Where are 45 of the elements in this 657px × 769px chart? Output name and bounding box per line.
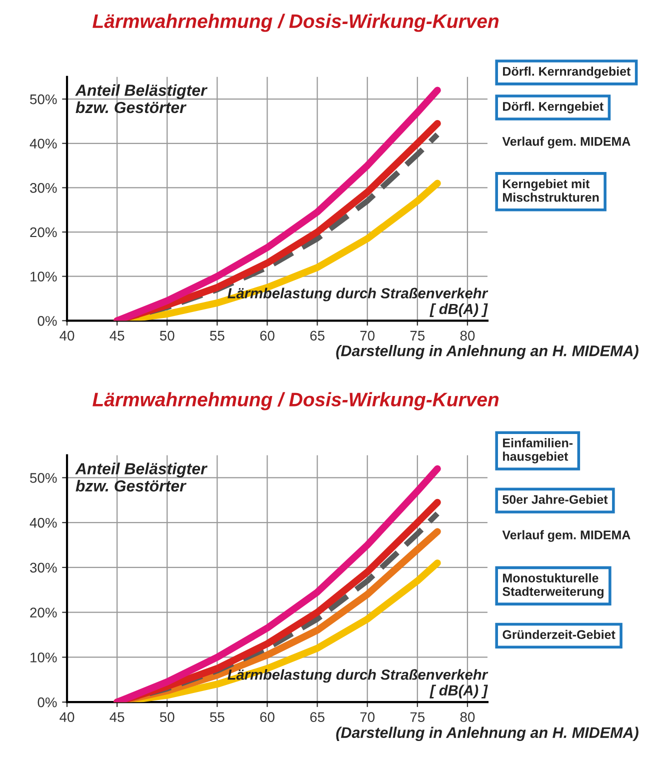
text: (Darstellung in Anlehnung an H. MIDEMA) bbox=[336, 726, 638, 742]
x-tick-label: 50 bbox=[160, 712, 174, 722]
text: Dörfl. Kerngebiet bbox=[503, 102, 604, 114]
chart-title: Lärmwahrnehmung / Dosis-Wirkung-Kurven bbox=[92, 392, 499, 410]
x-tick-label: 80 bbox=[460, 330, 475, 341]
x-tick-label: 55 bbox=[210, 712, 224, 722]
text: (Darstellung in Anlehnung an H. MIDEMA) bbox=[336, 345, 638, 360]
y-tick-label: 40% bbox=[30, 518, 57, 528]
x-tick-label: 60 bbox=[260, 330, 274, 341]
x-tick-label: 65 bbox=[310, 330, 324, 341]
y-tick-label: 30% bbox=[30, 183, 57, 193]
y-tick-label: 50% bbox=[30, 94, 57, 104]
y-tick-label: 0% bbox=[38, 316, 57, 326]
y-tick-label: 30% bbox=[30, 562, 57, 573]
y-tick-label: 20% bbox=[30, 227, 57, 238]
text: 50er Jahre-Gebiet bbox=[502, 494, 608, 504]
x-tick-label: 40 bbox=[60, 330, 74, 341]
y-tick-label: 20% bbox=[30, 608, 57, 618]
y-axis-title: Anteil Belästigter bzw. Gestörter bbox=[75, 84, 208, 114]
text: Einfamilien- hausgebiet bbox=[503, 438, 573, 464]
x-tick-label: 45 bbox=[110, 330, 124, 341]
text: Dörfl. Kernrandgebiet bbox=[503, 66, 631, 78]
x-tick-label: 40 bbox=[60, 712, 74, 722]
x-tick-label: 80 bbox=[460, 712, 475, 722]
x-tick-label: 70 bbox=[360, 712, 375, 722]
y-tick-label: 0% bbox=[38, 697, 57, 708]
chart-title: Lärmwahrnehmung / Dosis-Wirkung-Kurven bbox=[92, 14, 499, 32]
x-tick-label: 75 bbox=[410, 712, 425, 722]
text: Gründerzeit-Gebiet bbox=[502, 630, 616, 640]
y-tick-label: 10% bbox=[30, 652, 57, 662]
y-axis-title: Anteil Belästigter bzw. Gestörter bbox=[75, 462, 208, 492]
x-tick-label: 70 bbox=[360, 330, 375, 341]
x-tick-label: 45 bbox=[110, 712, 124, 722]
text: Verlauf gem. MIDEMA bbox=[502, 136, 630, 148]
y-tick-label: 10% bbox=[30, 272, 57, 282]
text: Verlauf gem. MIDEMA bbox=[502, 530, 630, 542]
x-tick-label: 60 bbox=[260, 712, 274, 722]
text: Monostukturelle Stadterweiterung bbox=[502, 573, 604, 598]
x-tick-label: 55 bbox=[210, 330, 224, 341]
y-tick-label: 40% bbox=[30, 138, 57, 149]
x-tick-label: 50 bbox=[160, 330, 174, 341]
x-tick-label: 75 bbox=[410, 330, 425, 341]
x-tick-label: 65 bbox=[310, 712, 324, 722]
y-tick-label: 50% bbox=[30, 473, 57, 483]
text: Kerngebiet mit Mischstrukturen bbox=[503, 179, 599, 202]
